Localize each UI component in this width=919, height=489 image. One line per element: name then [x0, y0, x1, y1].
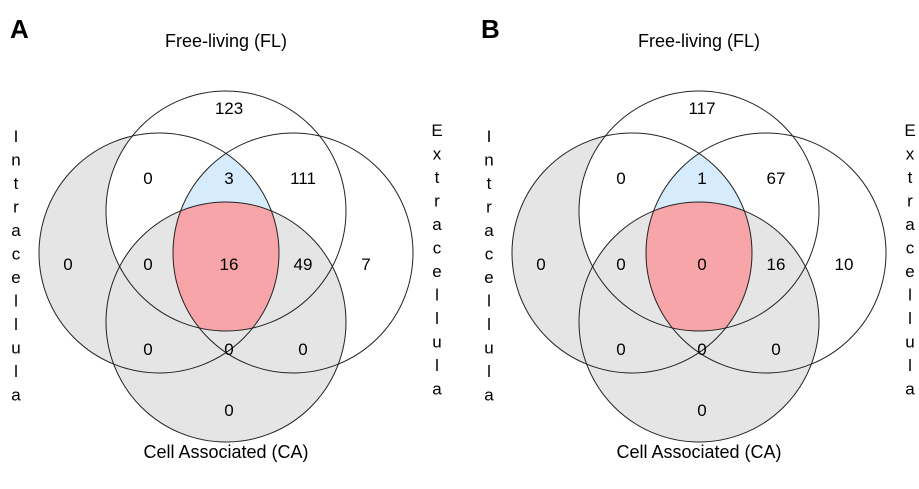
count-ca-only: 0 — [224, 401, 233, 420]
extracellular-outline — [172, 132, 414, 374]
vertical-label-letter: x — [433, 145, 442, 164]
vertical-label-letter: l — [14, 362, 18, 381]
vertical-label-letter: e — [484, 268, 493, 287]
label-cell-associated: Cell Associated (CA) — [616, 442, 781, 462]
vertical-label-letter: l — [487, 315, 491, 334]
vertical-label-letter: a — [484, 221, 494, 240]
vertical-label-letter: r — [13, 198, 19, 217]
panel-b: B Free-living (FL) Cell Associate — [481, 14, 916, 462]
count-fl-ex-ca: 49 — [294, 255, 313, 274]
count-ca-only: 0 — [697, 401, 706, 420]
vertical-label-letter: l — [908, 309, 912, 328]
vertical-label-letter: x — [906, 145, 915, 164]
vertical-label-letter: u — [11, 339, 20, 358]
count-in-ex-ca: 0 — [224, 340, 233, 359]
count-in-only: 0 — [63, 255, 72, 274]
vertical-label-letter: a — [432, 215, 442, 234]
count-in-fl-ca: 0 — [143, 255, 152, 274]
vertical-label-letter: c — [433, 239, 442, 258]
vertical-label-letter: l — [14, 292, 18, 311]
vertical-label-letter: l — [435, 356, 439, 375]
cell-associated-outline — [105, 201, 347, 443]
intracellular-outline — [511, 132, 753, 374]
label-free-living: Free-living (FL) — [165, 31, 287, 51]
vertical-label-letter: u — [484, 339, 493, 358]
count-in-only: 0 — [536, 255, 545, 274]
count-ex-ca: 0 — [298, 340, 307, 359]
vertical-label-letter: a — [905, 215, 915, 234]
vertical-label-letter: t — [908, 168, 913, 187]
vertical-label-letter: a — [432, 380, 442, 399]
vertical-label-letter: I — [14, 127, 19, 146]
count-fl-only: 117 — [688, 99, 715, 118]
count-in-ca: 0 — [143, 340, 152, 359]
vertical-label-letter: a — [484, 386, 494, 405]
vertical-label-letter: r — [486, 198, 492, 217]
panel-letter: A — [10, 14, 29, 44]
count-ex-ca: 0 — [771, 340, 780, 359]
vertical-label-letter: a — [905, 380, 915, 399]
count-ex-only: 7 — [361, 255, 370, 274]
count-ex-only: 10 — [835, 255, 854, 274]
label-cell-associated: Cell Associated (CA) — [143, 442, 308, 462]
count-in-ca: 0 — [616, 340, 625, 359]
vertical-label-letter: I — [487, 127, 492, 146]
extracellular-outline — [645, 132, 887, 374]
count-fl-ex: 67 — [767, 169, 786, 188]
label-free-living: Free-living (FL) — [638, 31, 760, 51]
count-fl-in: 0 — [143, 169, 152, 188]
vertical-label-letter: l — [908, 356, 912, 375]
vertical-label-letter: c — [485, 245, 494, 264]
vertical-label-letter: r — [907, 192, 913, 211]
count-all: 0 — [697, 255, 706, 274]
vertical-label-letter: u — [905, 333, 914, 352]
vertical-label-letter: u — [432, 333, 441, 352]
vertical-label-letter: t — [435, 168, 440, 187]
free-living-outline — [105, 90, 347, 332]
vertical-label-letter: l — [908, 286, 912, 305]
vertical-label-letter: E — [904, 121, 915, 140]
cell-associated-outline — [578, 201, 820, 443]
vertical-label-letter: n — [11, 151, 20, 170]
vertical-label-letter: r — [434, 192, 440, 211]
vertical-label-letter: e — [11, 268, 20, 287]
vertical-label-letter: l — [487, 362, 491, 381]
count-fl-in: 0 — [616, 169, 625, 188]
vertical-label-letter: l — [14, 315, 18, 334]
all-sets-region — [646, 202, 752, 331]
vertical-label-letter: t — [487, 174, 492, 193]
vertical-label-letter: E — [431, 121, 442, 140]
all-sets-region — [173, 202, 279, 331]
panel-letter: B — [481, 14, 500, 44]
count-fl-ex: 111 — [290, 169, 316, 188]
count-fl-only: 123 — [215, 99, 243, 118]
count-all: 16 — [220, 255, 239, 274]
vertical-label-letter: l — [435, 309, 439, 328]
vertical-label-letter: e — [432, 262, 441, 281]
free-living-outline — [578, 90, 820, 332]
vertical-label-letter: c — [12, 245, 21, 264]
vertical-label-letter: e — [905, 262, 914, 281]
count-in-fl-ca: 0 — [616, 255, 625, 274]
vertical-label-letter: t — [14, 174, 19, 193]
count-fl-in-ex: 3 — [224, 169, 233, 188]
vertical-label-letter: a — [11, 221, 21, 240]
count-in-ex-ca: 0 — [697, 340, 706, 359]
vertical-label-letter: c — [906, 239, 915, 258]
count-fl-ex-ca: 16 — [767, 255, 786, 274]
intracellular-outline — [38, 132, 280, 374]
vertical-label-letter: n — [484, 151, 493, 170]
vertical-label-letter: l — [435, 286, 439, 305]
vertical-label-letter: a — [11, 386, 21, 405]
vertical-label-letter: l — [487, 292, 491, 311]
panel-a: A — [10, 14, 443, 462]
count-fl-in-ex: 1 — [697, 169, 706, 188]
